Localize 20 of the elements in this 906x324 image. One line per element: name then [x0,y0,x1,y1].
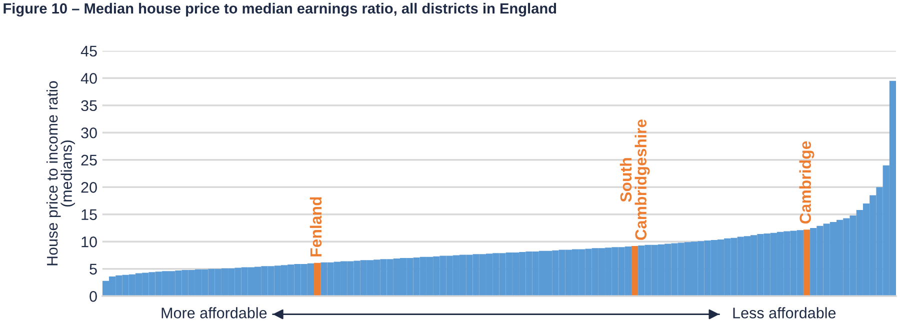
y-tick-label: 45 [80,46,97,57]
y-tick-label: 5 [90,264,97,275]
annotation: Cambridge [799,141,814,224]
chart-title: Figure 10 – Median house price to median earnings ratio, all districts in England [4,2,556,17]
y-tick-label: 40 [80,72,97,84]
y-tick-label: 20 [81,182,97,193]
y-axis-title: House price to income ratio (medians) [46,81,75,266]
y-tick-label: 15 [82,209,97,220]
bar [631,246,638,296]
bar [803,230,810,296]
annotation: South Cambridgeshire [620,119,650,240]
y-tick-label: 0 [90,291,97,302]
y-tick-label: 25 [81,154,97,166]
text: More affordable [162,307,267,318]
y-tick-label: 30 [81,127,97,138]
y-tick-label: 35 [81,100,97,112]
bar [314,262,321,296]
annotation: Fenland [310,197,322,256]
y-tick-label: 10 [82,236,97,248]
text: Less affordable [733,307,836,318]
